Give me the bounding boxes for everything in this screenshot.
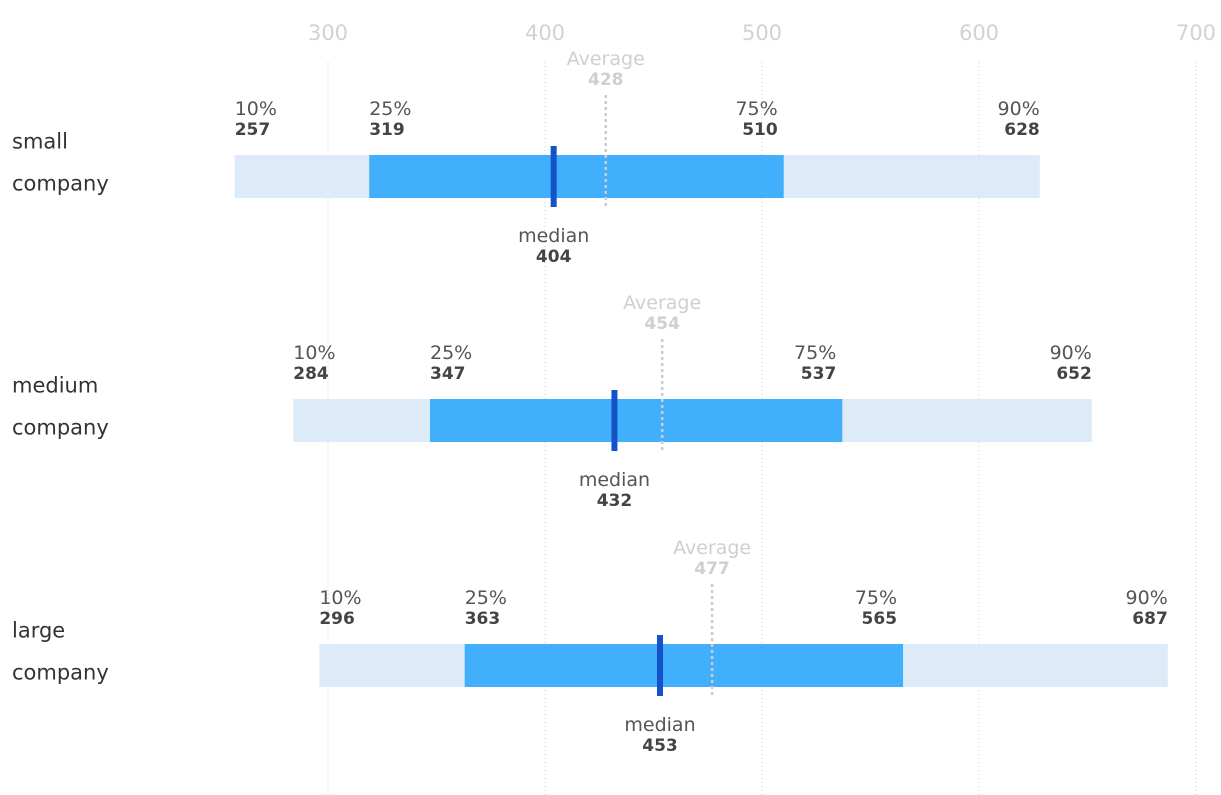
p10-label: 10%: [235, 98, 277, 120]
p75-label: 75%: [735, 98, 777, 120]
p75-value: 537: [801, 364, 837, 384]
p25-value: 319: [369, 120, 405, 140]
p10-label: 10%: [319, 587, 361, 609]
row-label-line2: company: [12, 661, 109, 685]
range-25-75-bar: [429, 399, 843, 442]
p10-value: 296: [319, 609, 355, 629]
p90-value: 652: [1056, 364, 1092, 384]
p75-value: 565: [862, 609, 898, 629]
median-marker: [657, 635, 664, 696]
median-value: 432: [597, 491, 633, 511]
average-label: Average: [567, 48, 645, 70]
average-label: Average: [623, 292, 701, 314]
row-label-line1: small: [12, 130, 68, 154]
p90-value: 628: [1004, 120, 1040, 140]
p25-label: 25%: [430, 342, 472, 364]
row-label-line1: large: [12, 619, 65, 643]
p25-value: 347: [430, 364, 466, 384]
median-label: median: [624, 714, 695, 736]
range-25-75-bar: [464, 644, 904, 687]
x-tick-label: 600: [959, 21, 999, 45]
row-label-line1: medium: [12, 374, 98, 398]
p75-label: 75%: [794, 342, 836, 364]
x-tick-label: 700: [1176, 21, 1216, 45]
range-25-75-bar: [369, 155, 784, 198]
p10-value: 284: [293, 364, 329, 384]
p75-value: 510: [742, 120, 778, 140]
p10-label: 10%: [293, 342, 335, 364]
p25-value: 363: [465, 609, 501, 629]
p90-label: 90%: [1126, 587, 1168, 609]
median-value: 404: [536, 247, 572, 267]
p75-label: 75%: [855, 587, 897, 609]
p25-label: 25%: [369, 98, 411, 120]
average-value: 428: [588, 70, 624, 90]
median-label: median: [579, 469, 650, 491]
row-label-line2: company: [12, 172, 109, 196]
median-marker: [550, 146, 557, 207]
p10-value: 257: [235, 120, 271, 140]
x-tick-label: 400: [525, 21, 565, 45]
row-label-line2: company: [12, 416, 109, 440]
x-tick-label: 500: [742, 21, 782, 45]
median-value: 453: [642, 736, 678, 756]
p25-label: 25%: [465, 587, 507, 609]
median-marker: [611, 390, 618, 451]
p90-label: 90%: [998, 98, 1040, 120]
x-tick-label: 300: [308, 21, 348, 45]
average-label: Average: [673, 537, 751, 559]
median-label: median: [518, 225, 589, 247]
average-value: 454: [644, 314, 680, 334]
p90-value: 687: [1132, 609, 1168, 629]
p90-label: 90%: [1050, 342, 1092, 364]
average-value: 477: [694, 559, 730, 579]
